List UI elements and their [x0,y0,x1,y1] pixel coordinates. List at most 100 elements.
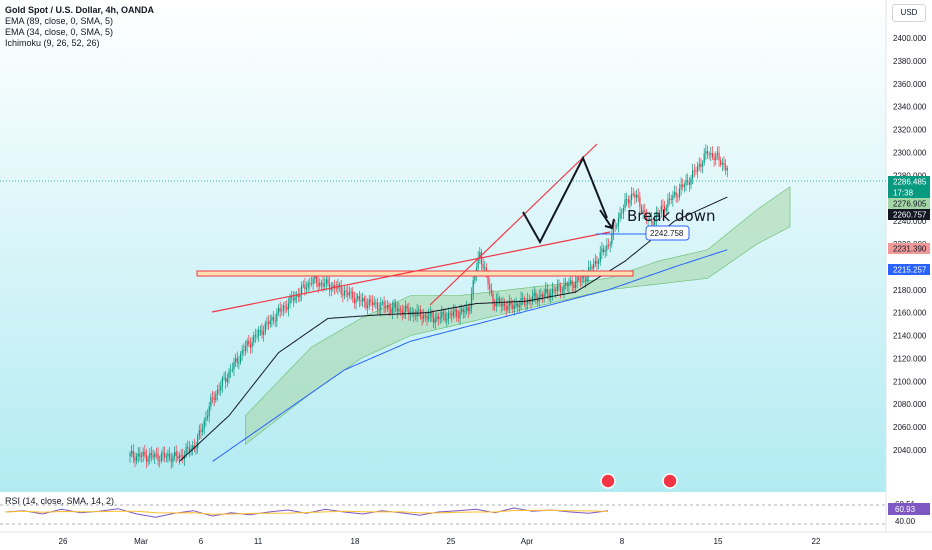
price-tag-label: 2276.905 [893,200,927,209]
candle-body [586,275,588,282]
candle-body [718,152,720,161]
candle-body [716,152,718,155]
candle-body [327,279,329,284]
candle-body [474,274,476,281]
candle-body [682,184,684,187]
indicator-ema-34[interactable]: EMA (34, close, 0, SMA, 5) [5,27,114,37]
candle-body [393,303,395,308]
candle-body [325,279,327,284]
price-tick-label: 2080.000 [893,400,927,409]
price-axis[interactable]: 2400.000 2380.000 2360.000 2340.000 2320.000… [893,34,927,455]
candle-body [261,330,263,335]
candle-body [670,198,672,200]
candle-body [132,450,134,458]
candle-body [528,299,530,301]
candle-body [213,397,215,400]
candle-body [376,302,379,309]
trendline-lower[interactable] [211,231,611,313]
candle-body [335,287,337,289]
candle-body [294,296,296,301]
price-tick-label: 2360.000 [893,80,927,89]
price-tick-label: 2100.000 [893,377,927,386]
candle-body [170,458,172,463]
candle-body [611,234,613,245]
candle-body [391,307,393,313]
candle-body [649,218,651,220]
candle-body [599,252,601,262]
candle-body [276,312,278,322]
event-flag-icon[interactable] [662,473,678,489]
candle-body [431,311,433,318]
candle-body [574,281,577,289]
candle-body [668,198,671,200]
candle-body [698,164,700,167]
candle-body [347,291,349,296]
time-axis[interactable]: 26 Mar 6 11 18 25 Apr 8 15 22 [59,537,821,546]
candle-body [216,389,219,395]
candle-body [175,451,177,457]
candle-body [310,283,313,285]
candle-body [685,180,687,185]
candle-body [532,296,534,302]
candle-body [627,199,629,204]
candle-body [489,284,491,290]
candle-body [423,314,425,319]
candle-body [363,298,365,302]
candle-body [561,291,563,293]
candle-body [334,284,336,288]
time-tick-label: 26 [59,537,68,546]
candle-body [139,453,141,457]
candle-body [665,207,667,211]
candle-body [507,306,509,311]
candle-body [494,304,496,307]
candle-body [581,276,583,281]
candle-body [664,205,666,211]
time-tick-label: Apr [521,537,534,546]
indicator-ichimoku[interactable]: Ichimoku (9, 26, 52, 26) [5,38,100,48]
candle-body [591,266,593,269]
candle-body [421,316,423,319]
candle-body [690,178,692,185]
candle-body [221,377,223,387]
candle-body [246,340,248,347]
price-tag [888,264,930,275]
candle-body [342,293,344,296]
candle-body [660,205,662,213]
candle-body [406,306,408,309]
candle-body [662,205,664,207]
candle-body [272,317,275,321]
candle-body [604,250,606,252]
candle-body [236,358,238,363]
candle-body [479,252,481,258]
candle-body [400,308,402,310]
candle-body [505,305,507,311]
candle-body [418,309,420,311]
candle-body [576,277,578,282]
candle-body [253,335,255,342]
indicator-ema-89[interactable]: EMA (89, close, 0, SMA, 5) [5,16,114,26]
rsi-legend[interactable]: RSI (14, close, SMA, 14, 2) [5,496,115,506]
candle-body [208,406,210,416]
candle-body [672,194,674,200]
candle-body [256,335,258,337]
candle-body [617,218,619,226]
candle-body [284,305,286,308]
candle-body [461,309,463,312]
candle-body [198,430,200,437]
currency-button[interactable]: USD [892,4,926,22]
candle-body [619,213,621,219]
candle-body [220,386,222,391]
chart-legend: Gold Spot / U.S. Dollar, 4h, OANDA EMA (… [5,5,154,49]
candle-body [136,456,138,462]
candle-body [452,311,454,316]
trendline-upper[interactable] [429,143,598,306]
candle-body [703,153,705,163]
candle-body [726,168,728,171]
candle-body [512,304,514,309]
candle-body [634,193,636,198]
price-tick-label: 2300.000 [893,148,927,157]
event-flag-icon[interactable] [600,473,616,489]
candle-body [371,301,374,306]
candle-body [637,195,639,198]
